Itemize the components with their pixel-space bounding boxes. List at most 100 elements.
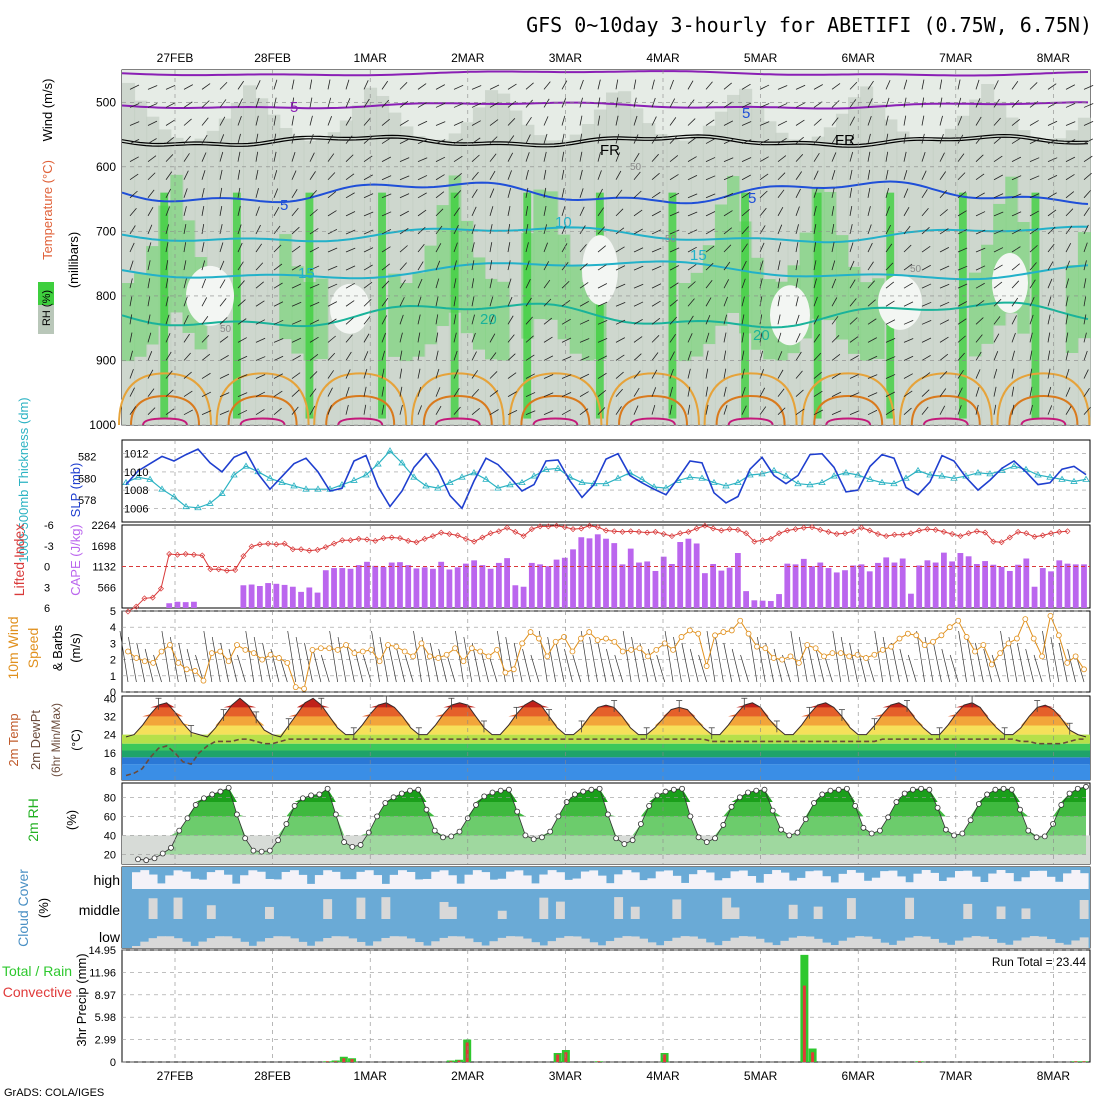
wind-barb	[399, 368, 403, 379]
wind-barb	[813, 188, 818, 198]
lifted-index-line-marker	[578, 525, 585, 532]
cape-bar	[1031, 586, 1038, 608]
rh-bright-green-plume	[523, 192, 532, 419]
wind-barb	[273, 79, 278, 90]
panel-frame-precip	[121, 949, 1091, 1063]
wind-barb	[777, 314, 781, 325]
wind-barb	[525, 354, 535, 361]
rh-green-band	[763, 279, 777, 360]
wind-speed-line-marker	[376, 658, 383, 665]
surface-wind-barb	[564, 648, 573, 683]
cape-label-li: Lifted Index	[11, 524, 27, 596]
wind-barb	[471, 332, 476, 343]
cloud-low-bar	[539, 945, 549, 948]
wind-barb	[1065, 84, 1076, 90]
wind-barb	[507, 353, 516, 361]
wind-barb	[345, 116, 352, 126]
temp-contour-surface-arch	[618, 394, 688, 426]
thickness-tick-label: 582	[78, 451, 96, 463]
cloud-mid-bar	[539, 897, 549, 919]
cloud-low-bar	[630, 936, 640, 948]
wind-barb	[417, 314, 421, 325]
surface-wind-barb	[673, 636, 682, 683]
wind-barb	[849, 317, 858, 325]
rh-gray-band	[920, 140, 934, 425]
lifted-index-line-marker	[322, 544, 329, 551]
wind-barb	[993, 298, 1002, 307]
rh2m-line-marker	[794, 829, 801, 836]
rh2m-line-marker	[1033, 834, 1040, 841]
wind-barb	[669, 117, 677, 126]
lifted-index-line-marker	[701, 522, 708, 529]
wind-barb	[1011, 211, 1022, 217]
cloud-mid-bar	[996, 906, 1006, 919]
wind-barb	[1047, 332, 1051, 343]
wind-barb	[921, 115, 925, 126]
wind-barb	[993, 351, 999, 361]
cloud-high-bar	[439, 870, 449, 889]
wind-barb	[435, 174, 445, 181]
wind-speed-line-marker	[871, 651, 878, 658]
wind-barb	[183, 390, 193, 397]
wind-barb	[669, 98, 676, 108]
wind-barb	[1047, 209, 1057, 217]
rh-green-band	[690, 272, 704, 357]
lifted-index-line-marker	[973, 528, 980, 535]
wind-barb	[129, 406, 137, 415]
wind-barb	[723, 296, 728, 307]
cape-bar	[710, 564, 717, 608]
lifted-index-line-marker	[364, 536, 370, 543]
cloud-high-bar	[1071, 870, 1081, 889]
cape-bar	[372, 565, 379, 608]
surface-wind-barb	[1025, 648, 1035, 683]
wind-barb	[903, 407, 912, 415]
wind-barb	[651, 210, 661, 217]
cloud-high-bar	[1021, 877, 1031, 889]
temp-contour-surface-arch	[142, 417, 188, 426]
cloud-high-bar	[156, 883, 166, 889]
wind-barb	[795, 408, 805, 416]
cloud-low-bar	[1029, 936, 1039, 948]
wind-speed-line-marker	[904, 630, 911, 637]
wind-barb	[201, 391, 212, 397]
surface-wind-barb	[798, 636, 808, 683]
rh-gray-band	[654, 133, 668, 426]
surface-wind-barb	[1050, 636, 1060, 683]
surface-wind-barb	[597, 642, 607, 683]
wind-barb	[273, 206, 280, 217]
wind-speed-line-marker	[485, 653, 492, 660]
cloud-low-bar	[888, 944, 898, 948]
rh2m-line-marker	[621, 841, 628, 847]
rh-green-band	[400, 282, 414, 362]
cape-bar	[364, 561, 370, 608]
cloud-low-bar	[905, 937, 915, 948]
wind-barb	[399, 245, 408, 253]
wind-barb	[399, 82, 408, 90]
rh2m-line-marker	[745, 789, 751, 796]
wind-barb	[1083, 314, 1087, 325]
wind-speed-line-marker	[527, 629, 534, 635]
wind-barb	[363, 117, 371, 126]
cloud-high-bar	[946, 877, 956, 889]
wind-barb	[561, 392, 572, 397]
wind-barb	[327, 405, 332, 415]
cloud-low-bar	[614, 937, 624, 948]
thickness-line-marker	[542, 465, 550, 472]
wind-barb	[939, 301, 950, 307]
wind-barb	[597, 170, 602, 180]
wind-barb	[435, 84, 446, 90]
wind-barb	[507, 372, 517, 379]
wind-barb	[1047, 139, 1058, 144]
wind-barb	[741, 387, 746, 397]
wind-barb	[1083, 350, 1088, 361]
wind-barb	[417, 175, 428, 181]
wind-barb	[507, 315, 514, 325]
wind-barb	[165, 314, 170, 325]
rh2m-line-marker	[852, 802, 859, 809]
wind-barb	[669, 136, 678, 144]
lifted-index-line-marker	[603, 527, 609, 534]
rh2m-line-marker	[613, 835, 620, 842]
wind-barb	[597, 264, 607, 271]
wind-barb	[579, 408, 589, 415]
cape-bar	[734, 553, 741, 608]
